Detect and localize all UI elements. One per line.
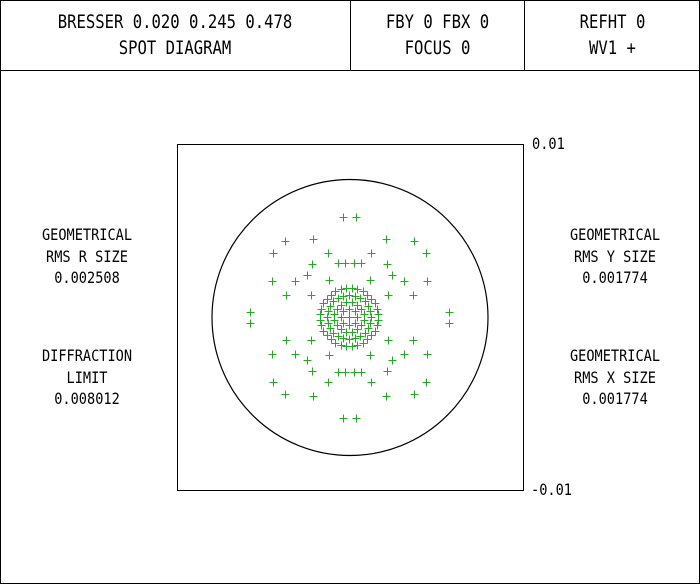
field-cell: FBY 0 FBX 0 FOCUS 0 [367, 0, 509, 70]
spot-points [246, 213, 454, 423]
rms-r-stat: GEOMETRICAL RMS R SIZE 0.002508 [15, 224, 160, 289]
stat-label: GEOMETRICAL [41, 225, 133, 244]
y-min-label: -0.01 [531, 480, 572, 499]
plot-box [177, 144, 524, 491]
plot-type: SPOT DIAGRAM [118, 37, 232, 59]
diffraction-limit-stat: DIFFRACTION LIMIT 0.008012 [15, 345, 160, 410]
stat-value: 0.008012 [54, 389, 120, 408]
wavelength-label: WV1 + [589, 37, 636, 59]
header-divider [524, 0, 525, 70]
stat-label: GEOMETRICAL [569, 346, 661, 365]
rms-y-stat: GEOMETRICAL RMS Y SIZE 0.001774 [543, 224, 688, 289]
refht-value: REFHT 0 [579, 11, 646, 33]
title-cell: BRESSER 0.020 0.245 0.478 SPOT DIAGRAM [32, 0, 319, 70]
stat-label: LIMIT [66, 367, 108, 387]
stat-label: RMS Y SIZE [574, 246, 656, 266]
stat-label: GEOMETRICAL [569, 225, 661, 244]
ref-cell: REFHT 0 WV1 + [541, 0, 685, 70]
header-divider [350, 0, 351, 70]
stat-value: 0.001774 [582, 389, 648, 408]
stat-value: 0.001774 [582, 268, 648, 287]
field-values: FBY 0 FBX 0 [385, 11, 490, 33]
lens-title: BRESSER 0.020 0.245 0.478 [57, 11, 293, 33]
stat-value: 0.002508 [54, 268, 120, 287]
rms-x-stat: GEOMETRICAL RMS X SIZE 0.001774 [543, 345, 688, 410]
stat-label: RMS R SIZE [46, 246, 128, 266]
diffraction-circle [211, 178, 489, 457]
y-max-label: 0.01 [532, 134, 565, 153]
focus-value: FOCUS 0 [404, 37, 471, 59]
stat-label: DIFFRACTION [41, 346, 133, 365]
stat-label: RMS X SIZE [574, 367, 656, 387]
header-bar: BRESSER 0.020 0.245 0.478 SPOT DIAGRAM F… [0, 0, 700, 71]
